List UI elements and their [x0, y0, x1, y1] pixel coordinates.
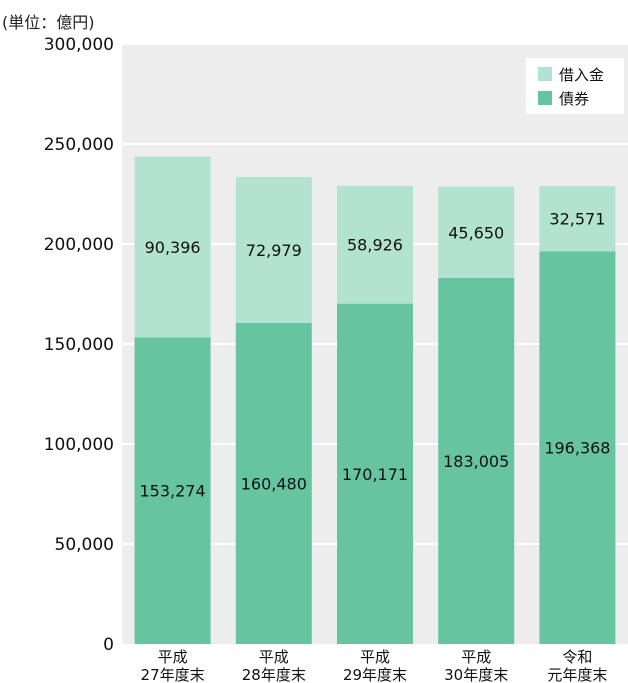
y-tick-label: 200,000 — [44, 235, 114, 255]
data-label: 153,274 — [140, 482, 206, 501]
legend-swatch — [538, 67, 552, 81]
bar-loans — [235, 177, 312, 324]
y-tick-label: 250,000 — [44, 135, 114, 155]
bar-bonds — [438, 277, 515, 644]
x-tick-label: 元年度末 — [547, 666, 607, 683]
bar-bonds — [235, 323, 312, 644]
x-tick-label: 27年度末 — [141, 666, 205, 683]
x-tick-label: 平成 — [158, 648, 188, 666]
bar-loans — [134, 156, 211, 338]
x-tick-label: 令和 — [562, 648, 592, 666]
bar-loans — [337, 185, 413, 304]
data-label: 32,571 — [549, 210, 605, 229]
bar-bonds — [539, 251, 616, 644]
y-tick-label: 50,000 — [55, 535, 114, 555]
legend-label: 借入金 — [559, 66, 604, 84]
x-tick-label: 平成 — [461, 648, 491, 666]
y-tick-label: 150,000 — [44, 335, 114, 355]
data-label: 72,979 — [246, 241, 302, 260]
data-label: 196,368 — [544, 439, 610, 458]
y-tick-label: 300,000 — [44, 35, 114, 55]
bar-loans — [438, 186, 515, 278]
x-tick-label: 28年度末 — [242, 666, 306, 683]
y-tick-label: 0 — [103, 635, 114, 655]
data-label: 90,396 — [145, 238, 201, 257]
x-tick-label: 平成 — [360, 648, 390, 666]
data-label: 183,005 — [443, 452, 509, 471]
data-label: 45,650 — [448, 223, 504, 242]
data-label: 58,926 — [347, 236, 403, 255]
x-tick-label: 30年度末 — [444, 666, 508, 683]
data-label: 160,480 — [241, 475, 307, 494]
y-tick-label: 100,000 — [44, 435, 114, 455]
x-tick-label: 29年度末 — [343, 666, 407, 683]
unit-label: (単位：億円) — [2, 13, 95, 32]
bar-loans — [539, 186, 616, 252]
bar-bonds — [337, 303, 413, 644]
legend-label: 債券 — [559, 90, 589, 108]
x-tick-label: 平成 — [259, 648, 289, 666]
bar-bonds — [134, 337, 211, 644]
legend-swatch — [538, 91, 552, 105]
data-label: 170,171 — [342, 465, 408, 484]
